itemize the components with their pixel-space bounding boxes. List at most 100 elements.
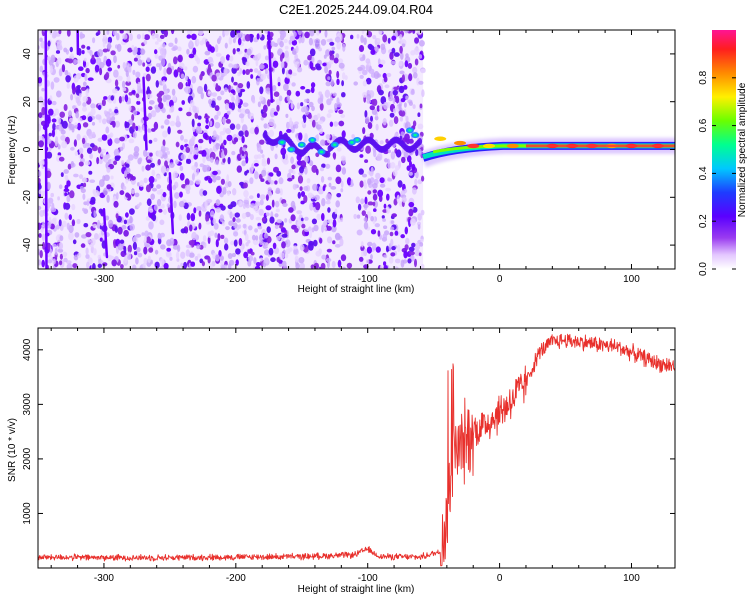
noise-speck (166, 167, 170, 173)
noise-speck (178, 62, 185, 69)
noise-speck (93, 189, 99, 198)
noise-speck (53, 30, 58, 38)
noise-speck (254, 228, 258, 233)
noise-speck (80, 243, 86, 248)
noise-speck (400, 131, 405, 137)
noise-speck (256, 143, 262, 152)
noise-speck (365, 145, 371, 154)
noise-speck (309, 30, 315, 37)
noise-speck (161, 107, 166, 114)
noise-speck (49, 65, 53, 74)
noise-speck (360, 241, 364, 248)
noise-speck (391, 213, 398, 218)
noise-speck (215, 52, 222, 57)
noise-speck (247, 249, 252, 254)
noise-speck (175, 159, 179, 165)
noise-speck (391, 246, 396, 251)
noise-speck (316, 213, 321, 221)
noise-speck (158, 208, 163, 213)
noise-speck (241, 212, 247, 219)
noise-speck (280, 61, 285, 69)
noise-speck (86, 62, 89, 67)
noise-streak (168, 172, 175, 235)
noise-speck (237, 37, 242, 46)
noise-speck (378, 63, 384, 68)
noise-speck (145, 236, 151, 244)
noise-speck (236, 200, 243, 206)
noise-speck (178, 107, 183, 112)
noise-speck (172, 184, 177, 191)
band-hotspot-core (280, 140, 284, 144)
noise-speck (243, 251, 249, 259)
noise-speck (195, 179, 202, 185)
noise-speck (276, 104, 280, 112)
noise-speck (392, 169, 398, 177)
noise-speck (222, 116, 227, 125)
noise-speck (334, 243, 341, 248)
noise-speck (147, 255, 151, 263)
noise-speck (253, 55, 258, 61)
noise-speck (63, 188, 70, 192)
noise-speck (334, 208, 338, 215)
noise-speck (282, 202, 288, 207)
noise-speck (79, 31, 84, 40)
noise-speck (297, 30, 302, 36)
noise-speck (341, 80, 344, 87)
noise-speck (113, 148, 120, 157)
noise-speck (90, 196, 96, 204)
noise-speck (242, 147, 247, 152)
noise-speck (258, 64, 265, 70)
noise-speck (166, 239, 172, 247)
noise-speck (47, 259, 53, 264)
noise-speck (249, 177, 254, 185)
noise-speck (117, 243, 124, 251)
noise-speck (256, 154, 262, 159)
noise-speck (273, 111, 278, 116)
noise-speck (202, 156, 206, 164)
noise-speck (390, 252, 396, 257)
noise-speck (359, 154, 364, 158)
noise-speck (259, 86, 264, 95)
noise-speck (52, 243, 57, 248)
noise-speck (65, 75, 71, 83)
noise-speck (403, 250, 408, 259)
colorbar: 0.0 0.2 0.4 0.6 0.8 Normalized spectral ampl… (698, 30, 748, 276)
noise-speck (57, 144, 61, 150)
noise-speck (320, 39, 327, 46)
noise-speck (74, 151, 79, 156)
noise-speck (297, 175, 304, 184)
noise-speck (315, 168, 319, 176)
noise-speck (285, 154, 288, 160)
noise-speck (257, 52, 262, 60)
noise-speck (180, 251, 186, 259)
noise-speck (321, 213, 325, 221)
noise-speck (342, 72, 346, 80)
noise-speck (292, 50, 297, 55)
noise-speck (295, 262, 300, 269)
noise-speck (291, 72, 297, 77)
noise-speck (255, 235, 259, 241)
noise-speck (186, 34, 192, 39)
noise-speck (124, 121, 130, 128)
noise-speck (164, 119, 170, 126)
noise-speck (112, 120, 116, 128)
noise-speck (207, 231, 212, 239)
noise-speck (144, 241, 148, 247)
noise-speck (131, 90, 136, 94)
noise-speck (146, 159, 152, 164)
noise-speck (227, 253, 233, 259)
noise-speck (198, 210, 202, 217)
noise-speck (346, 262, 353, 269)
noise-speck (364, 116, 370, 124)
band-hotspot-core (355, 138, 359, 142)
noise-speck (254, 201, 261, 207)
x-tick-label: -200 (226, 274, 246, 285)
noise-speck (275, 200, 280, 208)
noise-speck (125, 192, 130, 198)
noise-speck (121, 96, 125, 102)
noise-speck (299, 244, 305, 251)
noise-speck (224, 99, 230, 105)
noise-speck (209, 120, 213, 127)
noise-speck (316, 133, 320, 142)
